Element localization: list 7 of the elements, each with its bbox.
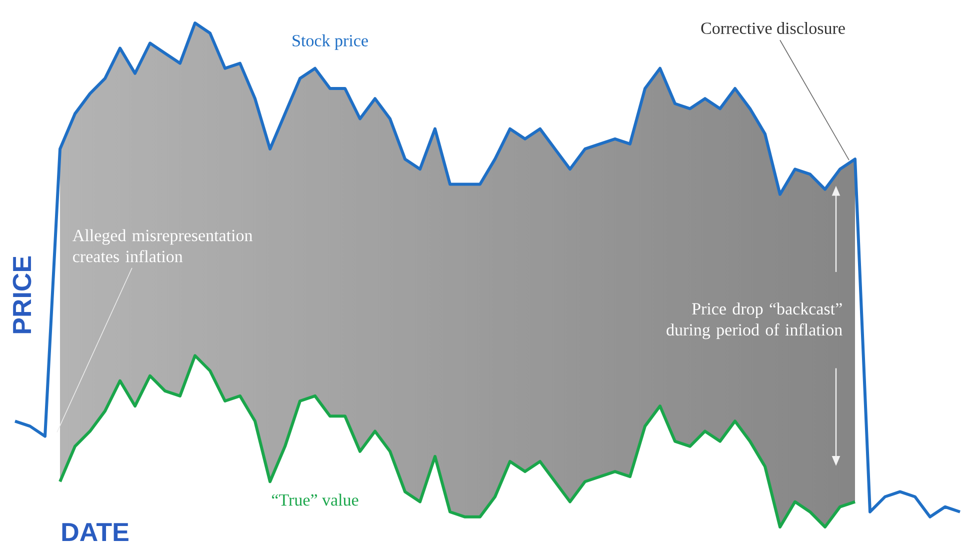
y-axis-title: PRICE xyxy=(12,256,32,334)
annotation: Corrective disclosure xyxy=(701,22,845,34)
annotation: Alleged misrepresentation creates inflation xyxy=(72,229,253,262)
annotation: Price drop “backcast” during period of inflation xyxy=(666,302,842,340)
series-label: Stock price xyxy=(292,34,368,50)
x-axis-title: DATE xyxy=(62,523,128,541)
series-label: “True” value xyxy=(272,494,358,506)
